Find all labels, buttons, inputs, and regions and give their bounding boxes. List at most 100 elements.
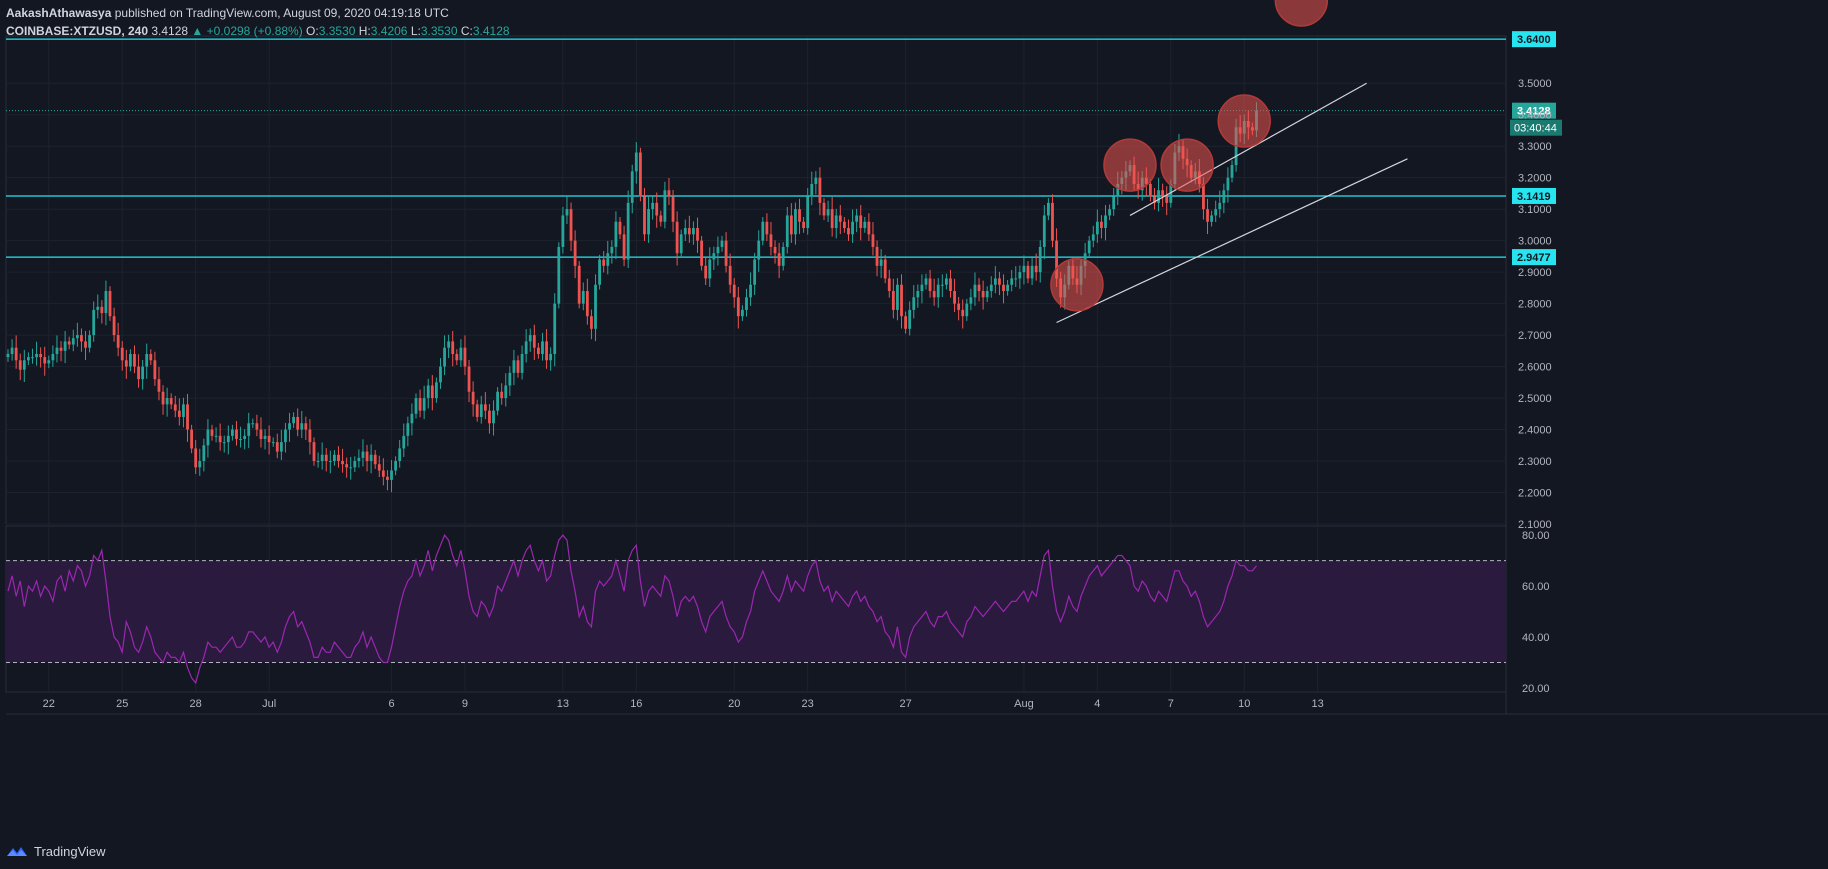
candle-body <box>749 284 752 298</box>
candle-body <box>1002 284 1005 292</box>
candle-body <box>210 429 214 436</box>
candle-body <box>1214 209 1218 216</box>
candle-body <box>549 353 553 361</box>
candle-body <box>855 215 859 222</box>
x-tick-label: 9 <box>462 698 468 710</box>
candle-body <box>116 335 120 348</box>
candle-body <box>671 196 675 222</box>
candle-body <box>1112 196 1116 210</box>
x-tick-label: 7 <box>1168 698 1174 710</box>
current-price-label: 3.4128 <box>1517 106 1551 118</box>
candle-body <box>222 442 226 444</box>
candle-body <box>357 457 361 462</box>
candle-body <box>47 360 51 364</box>
high-label: H: <box>358 24 371 38</box>
candle-body <box>133 353 136 367</box>
touch-marker-circle <box>1103 138 1157 192</box>
x-tick-label: 20 <box>728 698 740 710</box>
candle-body <box>31 357 34 359</box>
candle-body <box>475 404 479 417</box>
candle-body <box>794 209 797 235</box>
candle-body <box>304 423 308 430</box>
candle-body <box>165 398 169 405</box>
candle-body <box>541 341 544 354</box>
tradingview-logo-icon[interactable] <box>6 844 28 858</box>
touch-markers <box>1050 0 1329 312</box>
candle-body <box>1161 190 1165 197</box>
candle-body <box>692 228 695 235</box>
candle-body <box>1006 284 1009 292</box>
candle-body <box>426 385 430 399</box>
candle-body <box>316 461 320 463</box>
touch-marker-circle <box>1274 0 1329 27</box>
candle-body <box>757 240 761 260</box>
candle-body <box>785 215 789 247</box>
candle-body <box>1087 240 1091 254</box>
candle-body <box>789 215 793 235</box>
candle-body <box>75 335 79 339</box>
channel-upper-line <box>1129 82 1367 216</box>
candle-body <box>704 265 708 279</box>
y-tick-label: 2.7000 <box>1518 330 1552 342</box>
candle-body <box>177 410 181 417</box>
candle-body <box>394 461 397 471</box>
symbol-label[interactable]: COINBASE:XTZUSD, 240 <box>6 24 149 38</box>
candle-body <box>1018 272 1022 279</box>
candle-body <box>1202 183 1205 210</box>
candle-body <box>1010 278 1014 285</box>
candle-body <box>777 253 781 266</box>
candle-body <box>300 423 304 430</box>
candle-body <box>753 259 757 285</box>
y-tick-label: 2.1000 <box>1518 519 1552 531</box>
candle-body <box>1230 165 1234 178</box>
candle-body <box>226 435 230 443</box>
candle-body <box>422 398 426 411</box>
candle-body <box>296 416 300 430</box>
candle-body <box>936 284 940 298</box>
candle-body <box>732 284 736 298</box>
candle-body <box>182 404 185 417</box>
author-name[interactable]: AakashAthawasya <box>6 6 112 20</box>
candle-body <box>324 454 328 462</box>
candle-body <box>1026 265 1030 279</box>
candle-body <box>1157 190 1160 203</box>
candle-body <box>1210 215 1213 222</box>
level-tag-label: 2.9477 <box>1517 252 1551 264</box>
candle-body <box>80 335 83 342</box>
rsi-tick-label: 60.00 <box>1522 581 1550 593</box>
candle-body <box>932 291 936 298</box>
candle-body <box>124 360 128 367</box>
brand-name[interactable]: TradingView <box>34 843 106 859</box>
candle-body <box>145 353 149 367</box>
candle-body <box>1169 183 1173 203</box>
candle-body <box>590 316 593 329</box>
candle-body <box>532 335 536 348</box>
last-price: 3.4128 <box>151 24 189 38</box>
candle-body <box>610 246 614 254</box>
candle-body <box>1095 221 1099 235</box>
y-tick-label: 3.5000 <box>1518 78 1552 90</box>
y-tick-label: 2.6000 <box>1518 362 1552 374</box>
candle-body <box>1222 190 1226 203</box>
x-tick-label: 23 <box>802 698 814 710</box>
low-label: L: <box>410 24 421 38</box>
candle-body <box>736 297 740 317</box>
candle-body <box>161 391 165 405</box>
candle-body <box>1047 202 1050 216</box>
candle-body <box>675 221 679 254</box>
x-tick-label: 22 <box>43 698 55 710</box>
rsi-tick-label: 80.00 <box>1522 530 1550 542</box>
candle-body <box>414 398 418 414</box>
candle-body <box>6 353 10 358</box>
candle-body <box>214 435 218 437</box>
candle-body <box>516 360 520 373</box>
candle-body <box>879 259 883 266</box>
candle-body <box>912 297 916 310</box>
candle-body <box>920 284 924 292</box>
x-tick-label: 6 <box>388 698 394 710</box>
y-tick-label: 2.8000 <box>1518 299 1552 311</box>
price-axis: 3.5000 3.4000 3.3000 3.2000 3.1000 3.0000 2.90… <box>1518 78 1552 531</box>
candle-body <box>84 341 87 348</box>
candle-body <box>337 454 340 462</box>
